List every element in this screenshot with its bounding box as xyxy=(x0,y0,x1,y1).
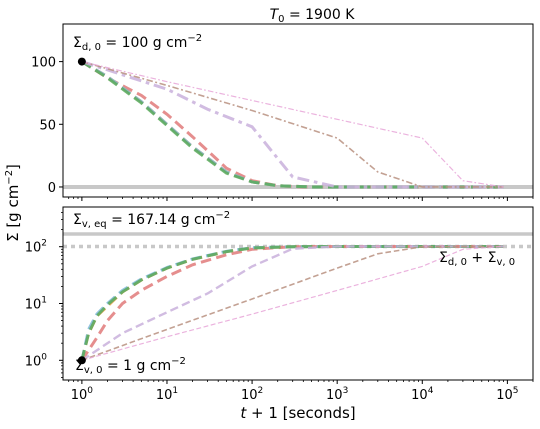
x-axis-label: t + 1 [seconds] xyxy=(240,404,355,422)
top-series-6 xyxy=(81,61,504,188)
bottom-series-6 xyxy=(81,245,504,361)
y-axis-label: Σ [g cm−2] xyxy=(4,164,22,242)
bottom-y-tick-label-2: 102 xyxy=(25,239,47,256)
bottom-series-0 xyxy=(80,244,504,362)
start-annotation: Σv, 0 = 1 g cm−2 xyxy=(75,356,186,376)
top-y-tick-label-0: 0 xyxy=(48,181,56,196)
top-start-point xyxy=(77,57,86,66)
top-ticks: 0 50 100 xyxy=(31,56,534,201)
x-tick-label-5: 105 xyxy=(496,386,518,403)
sum-annotation: Σd, 0 + Σv, 0 xyxy=(439,250,515,268)
top-series-group xyxy=(63,57,533,189)
bottom-series-4 xyxy=(81,245,504,362)
bottom-y-tick-label-0: 100 xyxy=(25,352,48,369)
bottom-ticks: 100 101 102 103 104 105 100 101 102 xyxy=(25,212,534,403)
bottom-panel: 100 101 102 103 104 105 100 101 102 Σv, eq = 167… xyxy=(25,206,534,403)
bottom-start-point xyxy=(77,356,86,365)
x-tick-label-4: 104 xyxy=(411,386,434,403)
x-tick-label-3: 103 xyxy=(326,386,348,403)
top-y-tick-label-2: 100 xyxy=(31,56,56,71)
x-tick-label-2: 102 xyxy=(241,386,263,403)
top-series-3 xyxy=(81,60,504,189)
bottom-panel-frame xyxy=(62,206,534,381)
top-annotation: Σd, 0 = 100 g cm−2 xyxy=(73,33,202,53)
x-tick-label-0: 100 xyxy=(71,386,94,403)
bottom-series-5 xyxy=(81,245,504,362)
eq-annotation: Σv, eq = 167.14 g cm−2 xyxy=(73,210,230,230)
bottom-series-3 xyxy=(80,244,504,361)
top-series-5 xyxy=(81,60,504,188)
top-panel-frame xyxy=(62,23,534,198)
bottom-series-group xyxy=(63,232,533,365)
top-y-tick-label-1: 50 xyxy=(39,118,56,133)
top-panel: 0 50 100 Σd, 0 = 100 g cm−2 xyxy=(31,23,534,201)
chart-title: T0 = 1900 K xyxy=(270,7,356,25)
bottom-y-tick-label-1: 101 xyxy=(25,296,47,313)
x-tick-label-1: 101 xyxy=(156,386,178,403)
